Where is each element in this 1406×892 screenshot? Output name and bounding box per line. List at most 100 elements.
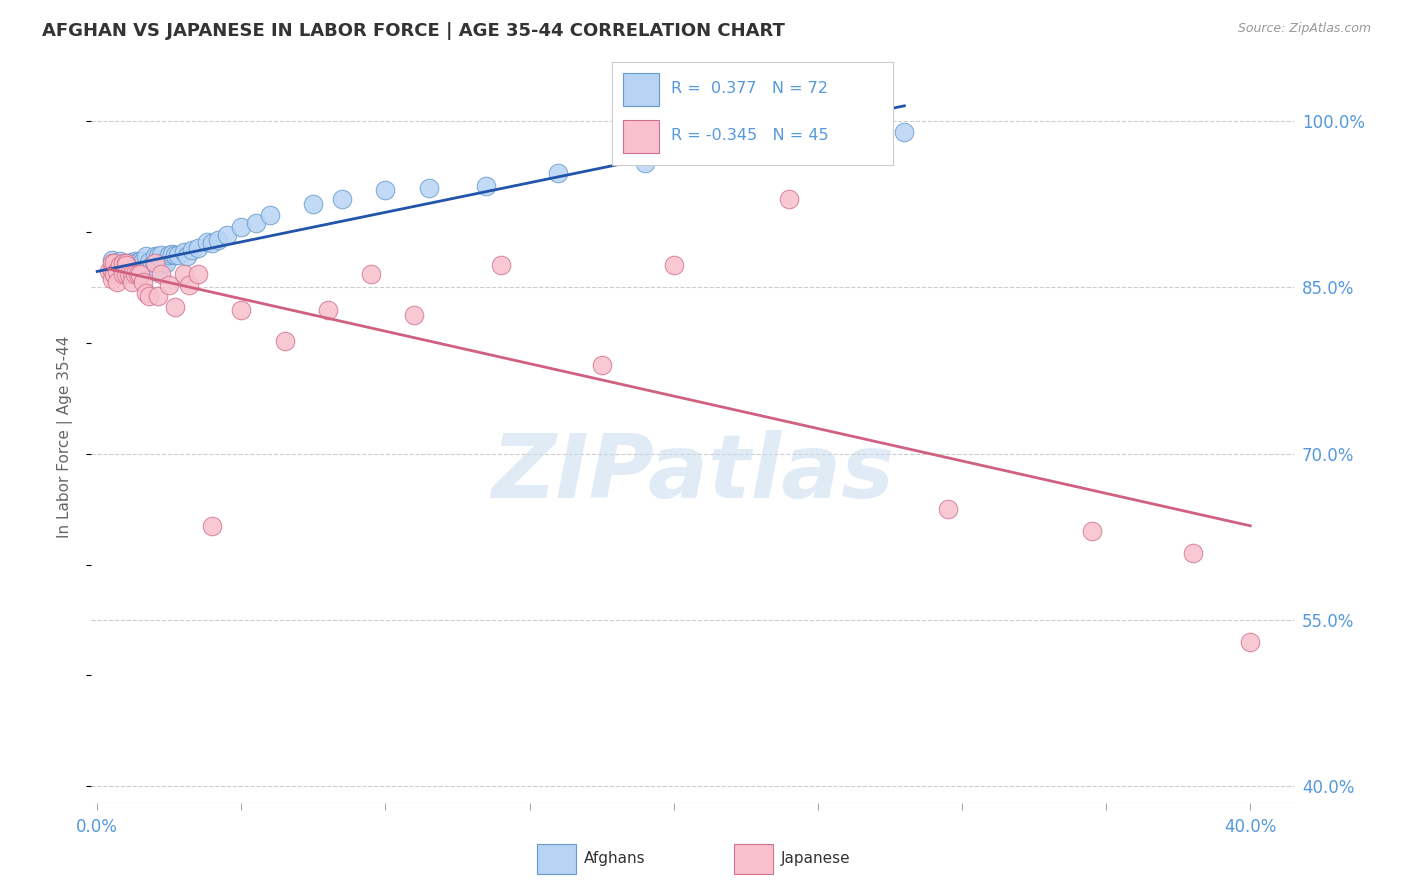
Point [160, 247, 183, 261]
Point [115, 264, 138, 278]
Point [112, 267, 135, 281]
Point [936, 502, 959, 516]
Point [100, 271, 122, 285]
Point [201, 236, 224, 251]
Point [115, 267, 138, 281]
Point [124, 265, 146, 279]
Point [110, 253, 132, 268]
Point [778, 192, 800, 206]
Point [176, 249, 198, 263]
Text: Source: ZipAtlas.com: Source: ZipAtlas.com [1237, 22, 1371, 36]
Point [146, 265, 169, 279]
Point [121, 275, 143, 289]
Text: Afghans: Afghans [583, 852, 645, 866]
Point [132, 261, 155, 276]
Point [207, 233, 229, 247]
Point [112, 256, 135, 270]
Point [110, 262, 132, 277]
Point [215, 228, 238, 243]
Point [112, 260, 135, 275]
Point [181, 243, 204, 257]
Point [127, 255, 149, 269]
Point [115, 265, 138, 279]
Point [1181, 546, 1204, 560]
Bar [623, 120, 659, 153]
Point [115, 260, 138, 275]
Point [103, 267, 125, 281]
Point [132, 253, 155, 268]
Point [167, 248, 190, 262]
Point [330, 192, 353, 206]
Point [118, 262, 141, 277]
Point [138, 289, 160, 303]
Point [143, 264, 166, 278]
Text: R =  0.377   N = 72: R = 0.377 N = 72 [671, 81, 828, 96]
Point [475, 178, 498, 193]
Point [316, 302, 339, 317]
Point [149, 248, 172, 262]
Text: Japanese: Japanese [780, 852, 851, 866]
Point [121, 262, 143, 277]
Point [360, 267, 382, 281]
Point [135, 249, 157, 263]
Point [149, 267, 172, 281]
Point [489, 258, 512, 272]
Point [146, 289, 169, 303]
Point [152, 256, 174, 270]
Point [179, 278, 201, 293]
Point [112, 264, 135, 278]
Point [720, 147, 742, 161]
Point [124, 267, 146, 281]
Point [115, 258, 138, 272]
Point [273, 334, 295, 348]
Point [155, 256, 177, 270]
Point [163, 248, 186, 262]
Point [118, 267, 141, 281]
Point [157, 278, 180, 293]
Point [135, 285, 157, 300]
Point [127, 262, 149, 277]
Point [547, 166, 569, 180]
Point [1080, 524, 1102, 539]
Point [163, 301, 186, 315]
Point [115, 261, 138, 276]
Point [105, 260, 128, 275]
Point [245, 216, 267, 230]
Point [115, 260, 138, 274]
Point [124, 262, 146, 277]
Point [143, 256, 166, 270]
Point [97, 264, 120, 278]
Point [173, 245, 195, 260]
Point [591, 358, 613, 372]
Point [124, 253, 146, 268]
Point [418, 180, 440, 194]
Point [129, 267, 152, 281]
Point [115, 262, 138, 277]
Point [404, 308, 426, 322]
Point [105, 256, 128, 270]
Y-axis label: In Labor Force | Age 35-44: In Labor Force | Age 35-44 [56, 336, 73, 538]
Point [110, 260, 132, 275]
Bar [623, 73, 659, 105]
Point [187, 241, 209, 255]
Point [100, 256, 122, 270]
Point [121, 267, 143, 281]
Point [231, 302, 253, 317]
Point [143, 256, 166, 270]
Point [143, 249, 166, 263]
Point [157, 248, 180, 262]
Point [103, 258, 125, 272]
Point [118, 256, 141, 270]
Point [115, 256, 138, 270]
Point [138, 264, 160, 278]
Point [141, 258, 163, 272]
Text: ZIPatlas: ZIPatlas [491, 430, 894, 517]
Point [1239, 635, 1261, 649]
Point [115, 266, 138, 280]
Point [121, 255, 143, 269]
Point [105, 264, 128, 278]
Point [195, 235, 218, 249]
Text: R = -0.345   N = 45: R = -0.345 N = 45 [671, 128, 828, 144]
Point [146, 249, 169, 263]
Point [138, 255, 160, 269]
